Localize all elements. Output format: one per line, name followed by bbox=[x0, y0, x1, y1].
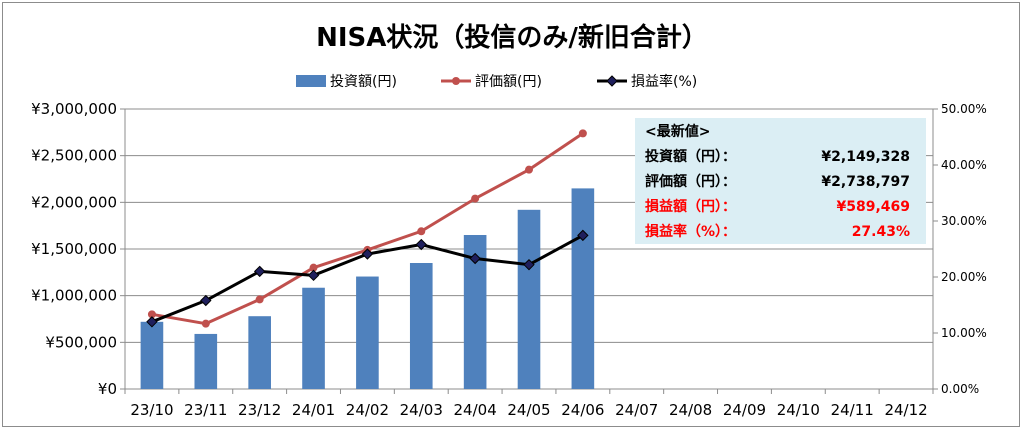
return-rate-point bbox=[253, 265, 266, 278]
y-right-tick-label: 0.00% bbox=[941, 382, 979, 396]
y-left-tick-label: ¥0 bbox=[98, 380, 117, 398]
y-right-tick-label: 30.00% bbox=[941, 214, 987, 228]
info-row-label: 損益額（円）： bbox=[645, 198, 736, 215]
x-tick-label: 24/06 bbox=[561, 401, 604, 419]
bar-investment bbox=[140, 321, 164, 389]
bar-investment bbox=[517, 209, 541, 389]
return-rate-point bbox=[200, 294, 212, 307]
info-row-value: ¥2,738,797 bbox=[821, 174, 910, 190]
x-tick-label: 24/04 bbox=[454, 401, 497, 419]
bar-series bbox=[140, 188, 595, 389]
chart-title: NISA状況（投信のみ/新旧合計） bbox=[316, 22, 708, 53]
return-rate-point bbox=[146, 316, 158, 328]
return-rate-point bbox=[415, 238, 427, 251]
x-tick-label: 24/10 bbox=[777, 401, 820, 419]
legend-label: 損益率(%) bbox=[631, 73, 697, 90]
info-row-value: ¥589,469 bbox=[836, 199, 910, 215]
y-right-tick-label: 50.00% bbox=[941, 102, 987, 116]
x-tick-label: 24/09 bbox=[723, 401, 766, 419]
valuation-point bbox=[525, 165, 533, 174]
legend-label: 投資額(円) bbox=[330, 74, 397, 90]
info-row-label: 投資額（円）： bbox=[645, 148, 736, 165]
x-tick-label: 23/10 bbox=[130, 401, 173, 419]
bar-investment bbox=[194, 333, 218, 389]
info-box-background bbox=[635, 118, 926, 244]
y-left-tick-label: ¥1,000,000 bbox=[31, 287, 117, 305]
x-tick-label: 24/07 bbox=[615, 401, 658, 419]
valuation-point bbox=[578, 129, 587, 138]
legend-swatch-bar bbox=[296, 75, 326, 87]
y-right-tick-label: 20.00% bbox=[941, 270, 987, 284]
y-left-tick-label: ¥3,000,000 bbox=[31, 100, 117, 118]
bar-investment bbox=[409, 263, 433, 389]
valuation-point bbox=[147, 310, 156, 319]
info-row-value: 27.43% bbox=[852, 224, 910, 240]
valuation-point bbox=[417, 227, 426, 236]
x-tick-label: 24/05 bbox=[507, 401, 550, 419]
x-tick-label: 24/08 bbox=[669, 401, 712, 419]
valuation-point bbox=[471, 194, 480, 203]
bar-investment bbox=[356, 276, 379, 389]
valuation-point bbox=[255, 295, 264, 304]
line-series bbox=[146, 129, 589, 328]
x-tick-label: 24/03 bbox=[400, 401, 443, 419]
y-right-tick-label: 40.00% bbox=[941, 158, 987, 172]
x-tick-label: 24/12 bbox=[884, 401, 927, 419]
y-left-tick-label: ¥2,500,000 bbox=[31, 147, 117, 165]
x-tick-label: 24/01 bbox=[292, 401, 335, 419]
return-rate-point bbox=[361, 248, 374, 260]
legend-marker bbox=[452, 77, 460, 85]
info-row-label: 損益率（%）： bbox=[645, 223, 736, 240]
return-rate-point bbox=[469, 252, 481, 265]
bar-investment bbox=[463, 235, 487, 389]
return-rate-point bbox=[523, 258, 535, 271]
x-tick-label: 24/11 bbox=[831, 401, 874, 419]
y-left-tick-label: ¥2,000,000 bbox=[31, 193, 117, 211]
info-row-value: ¥2,149,328 bbox=[821, 149, 910, 165]
x-tick-label: 24/02 bbox=[346, 401, 389, 419]
legend: 投資額(円) 評価額(円) 損益率(%) bbox=[296, 73, 697, 90]
x-tick-label: 23/11 bbox=[184, 401, 227, 419]
return-rate-point bbox=[577, 229, 589, 242]
y-left-tick-label: ¥500,000 bbox=[45, 333, 117, 351]
legend-label: 評価額(円) bbox=[475, 74, 542, 90]
axes: ¥0 ¥500,000 ¥1,000,000 ¥1,500,000 ¥2,000,000… bbox=[31, 100, 987, 419]
valuation-point bbox=[201, 319, 210, 328]
legend-marker bbox=[606, 75, 618, 87]
bar-investment bbox=[302, 287, 325, 389]
x-tick-label: 23/12 bbox=[238, 401, 281, 419]
latest-values-box: <最新値> 投資額（円）： ¥2,149,328 評価額（円）： ¥2,738,797 損… bbox=[635, 118, 926, 244]
info-header: <最新値> bbox=[645, 123, 710, 140]
y-left-tick-label: ¥1,500,000 bbox=[31, 240, 117, 258]
valuation-point bbox=[309, 263, 318, 272]
bar-investment bbox=[571, 188, 595, 389]
y-right-tick-label: 10.00% bbox=[941, 326, 987, 340]
return-rate-point bbox=[307, 269, 320, 282]
bar-investment bbox=[248, 316, 271, 389]
info-row-label: 評価額（円）： bbox=[645, 173, 736, 190]
